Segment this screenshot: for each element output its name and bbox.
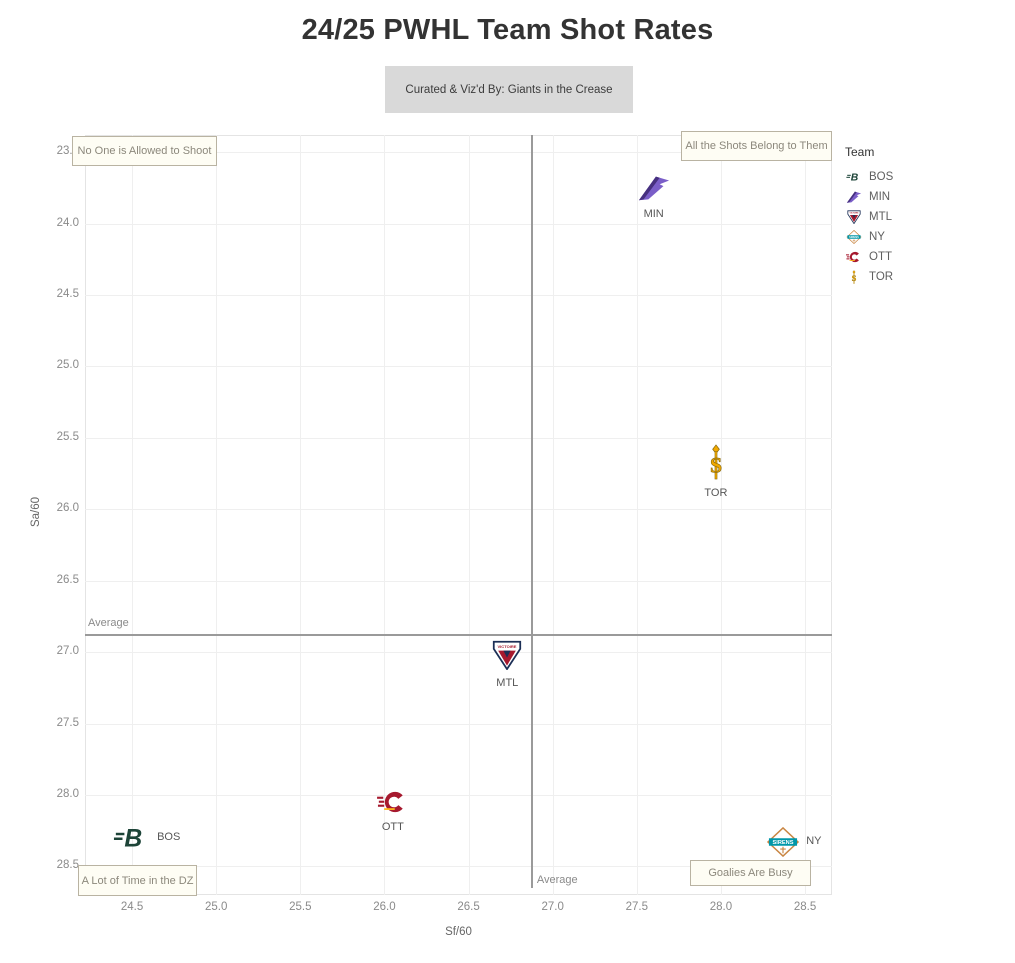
y-tick-label: 27.5 xyxy=(56,716,79,729)
marker-tor[interactable] xyxy=(705,444,726,480)
legend-item-tor[interactable]: TOR xyxy=(845,267,1005,287)
y-gridline xyxy=(85,366,832,368)
ny-logo-icon xyxy=(846,230,862,244)
y-gridline xyxy=(85,580,832,582)
plot-frame xyxy=(85,135,832,895)
annotation-top-right: All the Shots Belong to Them xyxy=(681,131,832,161)
page-title: 24/25 PWHL Team Shot Rates xyxy=(301,14,714,46)
bos-logo-icon xyxy=(846,170,862,184)
mtl-logo-icon xyxy=(846,210,862,224)
x-gridline xyxy=(300,135,302,895)
average-line-horizontal xyxy=(85,633,832,636)
point-label-tor: TOR xyxy=(704,487,728,500)
marker-bos[interactable] xyxy=(113,825,151,850)
point-label-ny: NY xyxy=(806,835,822,848)
y-tick-label: 26.0 xyxy=(56,502,79,515)
y-tick-label: 24.5 xyxy=(56,288,79,300)
min-legend-logo-icon xyxy=(845,190,862,205)
y-gridline xyxy=(85,437,832,439)
x-gridline xyxy=(468,135,470,895)
x-gridline xyxy=(132,135,134,895)
x-gridline xyxy=(720,135,722,895)
point-label-mtl: MTL xyxy=(496,677,519,689)
bos-logo-icon xyxy=(113,825,151,850)
y-gridline xyxy=(85,652,832,654)
x-gridline xyxy=(384,135,386,895)
min-logo-icon xyxy=(846,190,862,204)
x-tick-label: 28.0 xyxy=(709,901,733,913)
x-gridline xyxy=(552,135,554,895)
bos-legend-logo-icon xyxy=(845,170,862,185)
legend-item-ott[interactable]: OTT xyxy=(845,247,1005,267)
x-tick-label: 25.0 xyxy=(205,901,228,913)
x-tick-label: 27.0 xyxy=(541,901,564,913)
marker-mtl[interactable] xyxy=(492,640,522,670)
legend-item-bos[interactable]: BOS xyxy=(845,167,1005,187)
legend-items: BOS MIN MTL NY OTT TOR xyxy=(845,167,1005,287)
y-gridline xyxy=(85,723,832,725)
credit-text: Curated & Viz'd By: Giants in the Crease xyxy=(405,83,613,96)
x-tick-label: 26.5 xyxy=(457,901,480,913)
y-gridline xyxy=(85,295,832,296)
x-gridline xyxy=(216,135,218,895)
y-tick-label: 25.5 xyxy=(56,430,79,443)
y-tick-label: 24.0 xyxy=(56,216,79,229)
x-gridline xyxy=(636,135,638,895)
mtl-legend-logo-icon xyxy=(845,210,862,225)
annotation-top-left: No One is Allowed to Shoot xyxy=(72,136,217,166)
y-gridline xyxy=(85,152,832,154)
y-gridline xyxy=(85,795,832,796)
tor-logo-icon xyxy=(705,444,726,480)
ott-logo-icon xyxy=(377,791,409,814)
legend: Team BOS MIN MTL NY OTT TOR xyxy=(845,145,1005,287)
ott-legend-logo-icon xyxy=(845,250,862,265)
legend-item-label: BOS xyxy=(869,171,894,183)
point-label-ott: OTT xyxy=(381,820,404,833)
marker-ny[interactable] xyxy=(766,827,800,857)
y-gridline xyxy=(85,509,832,511)
y-tick-label: 27.0 xyxy=(56,645,79,658)
tor-logo-icon xyxy=(846,270,862,284)
average-line-horizontal-label: Average xyxy=(88,616,129,629)
y-axis-title: Sa/60 xyxy=(30,496,42,528)
annotation-bottom-right: Goalies Are Busy xyxy=(690,860,811,886)
legend-item-label: OTT xyxy=(869,251,892,263)
legend-title: Team xyxy=(845,145,875,159)
y-tick-label: 26.5 xyxy=(56,573,79,586)
mtl-logo-icon xyxy=(492,640,522,670)
legend-item-label: TOR xyxy=(869,271,894,283)
point-label-min: MIN xyxy=(643,208,664,221)
x-tick-label: 26.0 xyxy=(373,901,396,913)
x-tick-label: 28.5 xyxy=(793,901,817,913)
y-tick-label: 25.0 xyxy=(56,359,79,372)
legend-item-ny[interactable]: NY xyxy=(845,227,1005,247)
legend-item-mtl[interactable]: MTL xyxy=(845,207,1005,227)
ott-logo-icon xyxy=(846,250,862,264)
y-tick-label: 28.5 xyxy=(56,859,79,872)
y-tick-label: 28.0 xyxy=(56,788,79,800)
x-axis-title: Sf/60 xyxy=(445,926,472,938)
credit-banner: Curated & Viz'd By: Giants in the Crease xyxy=(385,66,633,113)
legend-item-min[interactable]: MIN xyxy=(845,187,1005,207)
x-tick-label: 24.5 xyxy=(120,901,144,913)
marker-min[interactable] xyxy=(637,174,671,201)
legend-item-label: MTL xyxy=(869,211,892,223)
x-tick-label: 27.5 xyxy=(625,901,649,913)
y-gridline xyxy=(85,223,832,225)
tor-legend-logo-icon xyxy=(845,270,862,285)
marker-ott[interactable] xyxy=(377,791,409,814)
legend-item-label: MIN xyxy=(869,191,891,203)
average-line-vertical-label: Average xyxy=(536,874,578,886)
average-line-vertical xyxy=(530,135,533,888)
ny-logo-icon xyxy=(766,827,800,857)
legend-item-label: NY xyxy=(869,231,885,243)
point-label-bos: BOS xyxy=(157,830,181,843)
annotation-bottom-left: A Lot of Time in the DZ xyxy=(78,865,197,896)
x-gridline xyxy=(805,135,807,895)
y-gridline xyxy=(85,866,832,868)
ny-legend-logo-icon xyxy=(845,230,862,245)
x-tick-label: 25.5 xyxy=(289,901,312,913)
min-logo-icon xyxy=(637,174,671,201)
